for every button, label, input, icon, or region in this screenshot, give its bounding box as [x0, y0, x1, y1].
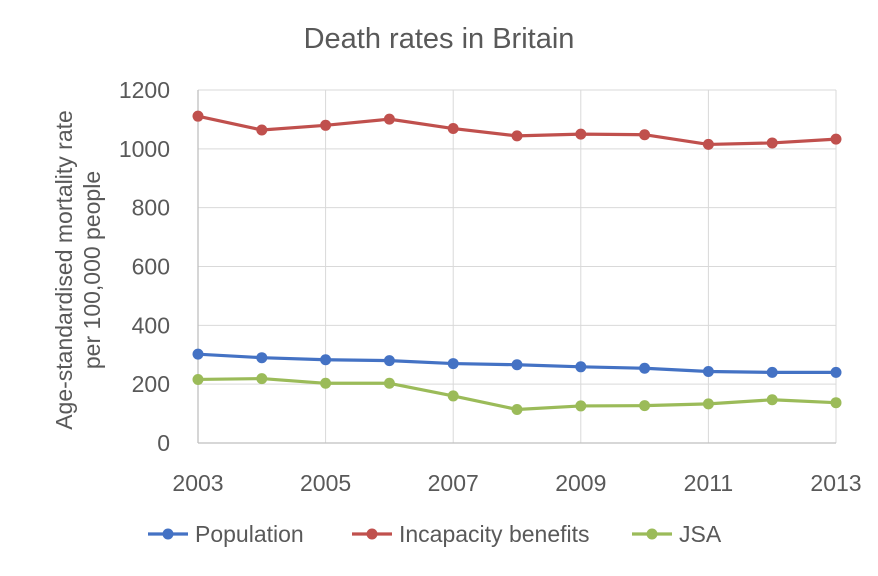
data-point [192, 373, 204, 385]
x-tick-labels: 2003 2005 2007 2009 2011 2013 [172, 470, 861, 496]
data-point [702, 398, 714, 410]
data-point [383, 113, 395, 125]
data-point [702, 366, 714, 378]
data-point [511, 403, 523, 415]
series-jsa [192, 373, 842, 415]
data-point [192, 348, 204, 360]
y-tick-label: 600 [132, 254, 170, 280]
data-point [256, 373, 268, 385]
data-point [575, 400, 587, 412]
data-point [320, 354, 332, 366]
x-tick-label: 2003 [172, 470, 223, 496]
legend-item: Population [148, 521, 304, 547]
y-tick-labels: 0 200 400 600 800 1000 1200 [119, 77, 170, 456]
data-point [320, 377, 332, 389]
legend-item: JSA [632, 521, 722, 547]
legend-item: Incapacity benefits [352, 521, 590, 547]
data-point [830, 366, 842, 378]
y-axis-label: Age-standardised mortality rate per 100,… [51, 110, 105, 430]
data-point [320, 119, 332, 131]
y-tick-label: 200 [132, 371, 170, 397]
data-point [766, 137, 778, 149]
data-point [511, 130, 523, 142]
data-point [383, 355, 395, 367]
y-axis-label-line-2: per 100,000 people [79, 171, 105, 369]
legend-label: JSA [679, 521, 722, 547]
y-axis-label-line-1: Age-standardised mortality rate [51, 110, 77, 430]
data-point [511, 359, 523, 371]
y-tick-label: 1200 [119, 77, 170, 103]
legend-swatch-marker [162, 528, 174, 540]
data-point [639, 362, 651, 374]
data-point [702, 138, 714, 150]
legend-swatch-marker [646, 528, 658, 540]
x-tick-label: 2013 [810, 470, 861, 496]
data-point [766, 394, 778, 406]
data-point [830, 397, 842, 409]
data-point [256, 124, 268, 136]
data-point [639, 129, 651, 141]
gridlines [198, 89, 837, 443]
data-point [575, 128, 587, 140]
data-point [830, 133, 842, 145]
y-tick-label: 1000 [119, 136, 170, 162]
chart-title: Death rates in Britain [304, 23, 575, 55]
data-point [447, 123, 459, 135]
data-point [766, 366, 778, 378]
x-tick-label: 2011 [684, 470, 733, 496]
y-tick-label: 800 [132, 195, 170, 221]
data-point [383, 377, 395, 389]
legend-label: Population [195, 521, 304, 547]
series-incapacity-benefits [192, 110, 842, 150]
legend-swatch-marker [366, 528, 378, 540]
series [192, 110, 842, 415]
x-tick-label: 2005 [300, 470, 351, 496]
data-point [192, 110, 204, 122]
x-tick-label: 2007 [428, 470, 479, 496]
y-tick-label: 0 [157, 430, 170, 456]
data-point [447, 390, 459, 402]
data-point [639, 400, 651, 412]
data-point [256, 352, 268, 364]
series-population [192, 348, 842, 378]
legend: Population Incapacity benefits JSA [148, 521, 722, 547]
data-point [447, 358, 459, 370]
data-point [575, 361, 587, 373]
legend-label: Incapacity benefits [399, 521, 590, 547]
x-tick-label: 2009 [555, 470, 606, 496]
y-tick-label: 400 [132, 312, 170, 338]
